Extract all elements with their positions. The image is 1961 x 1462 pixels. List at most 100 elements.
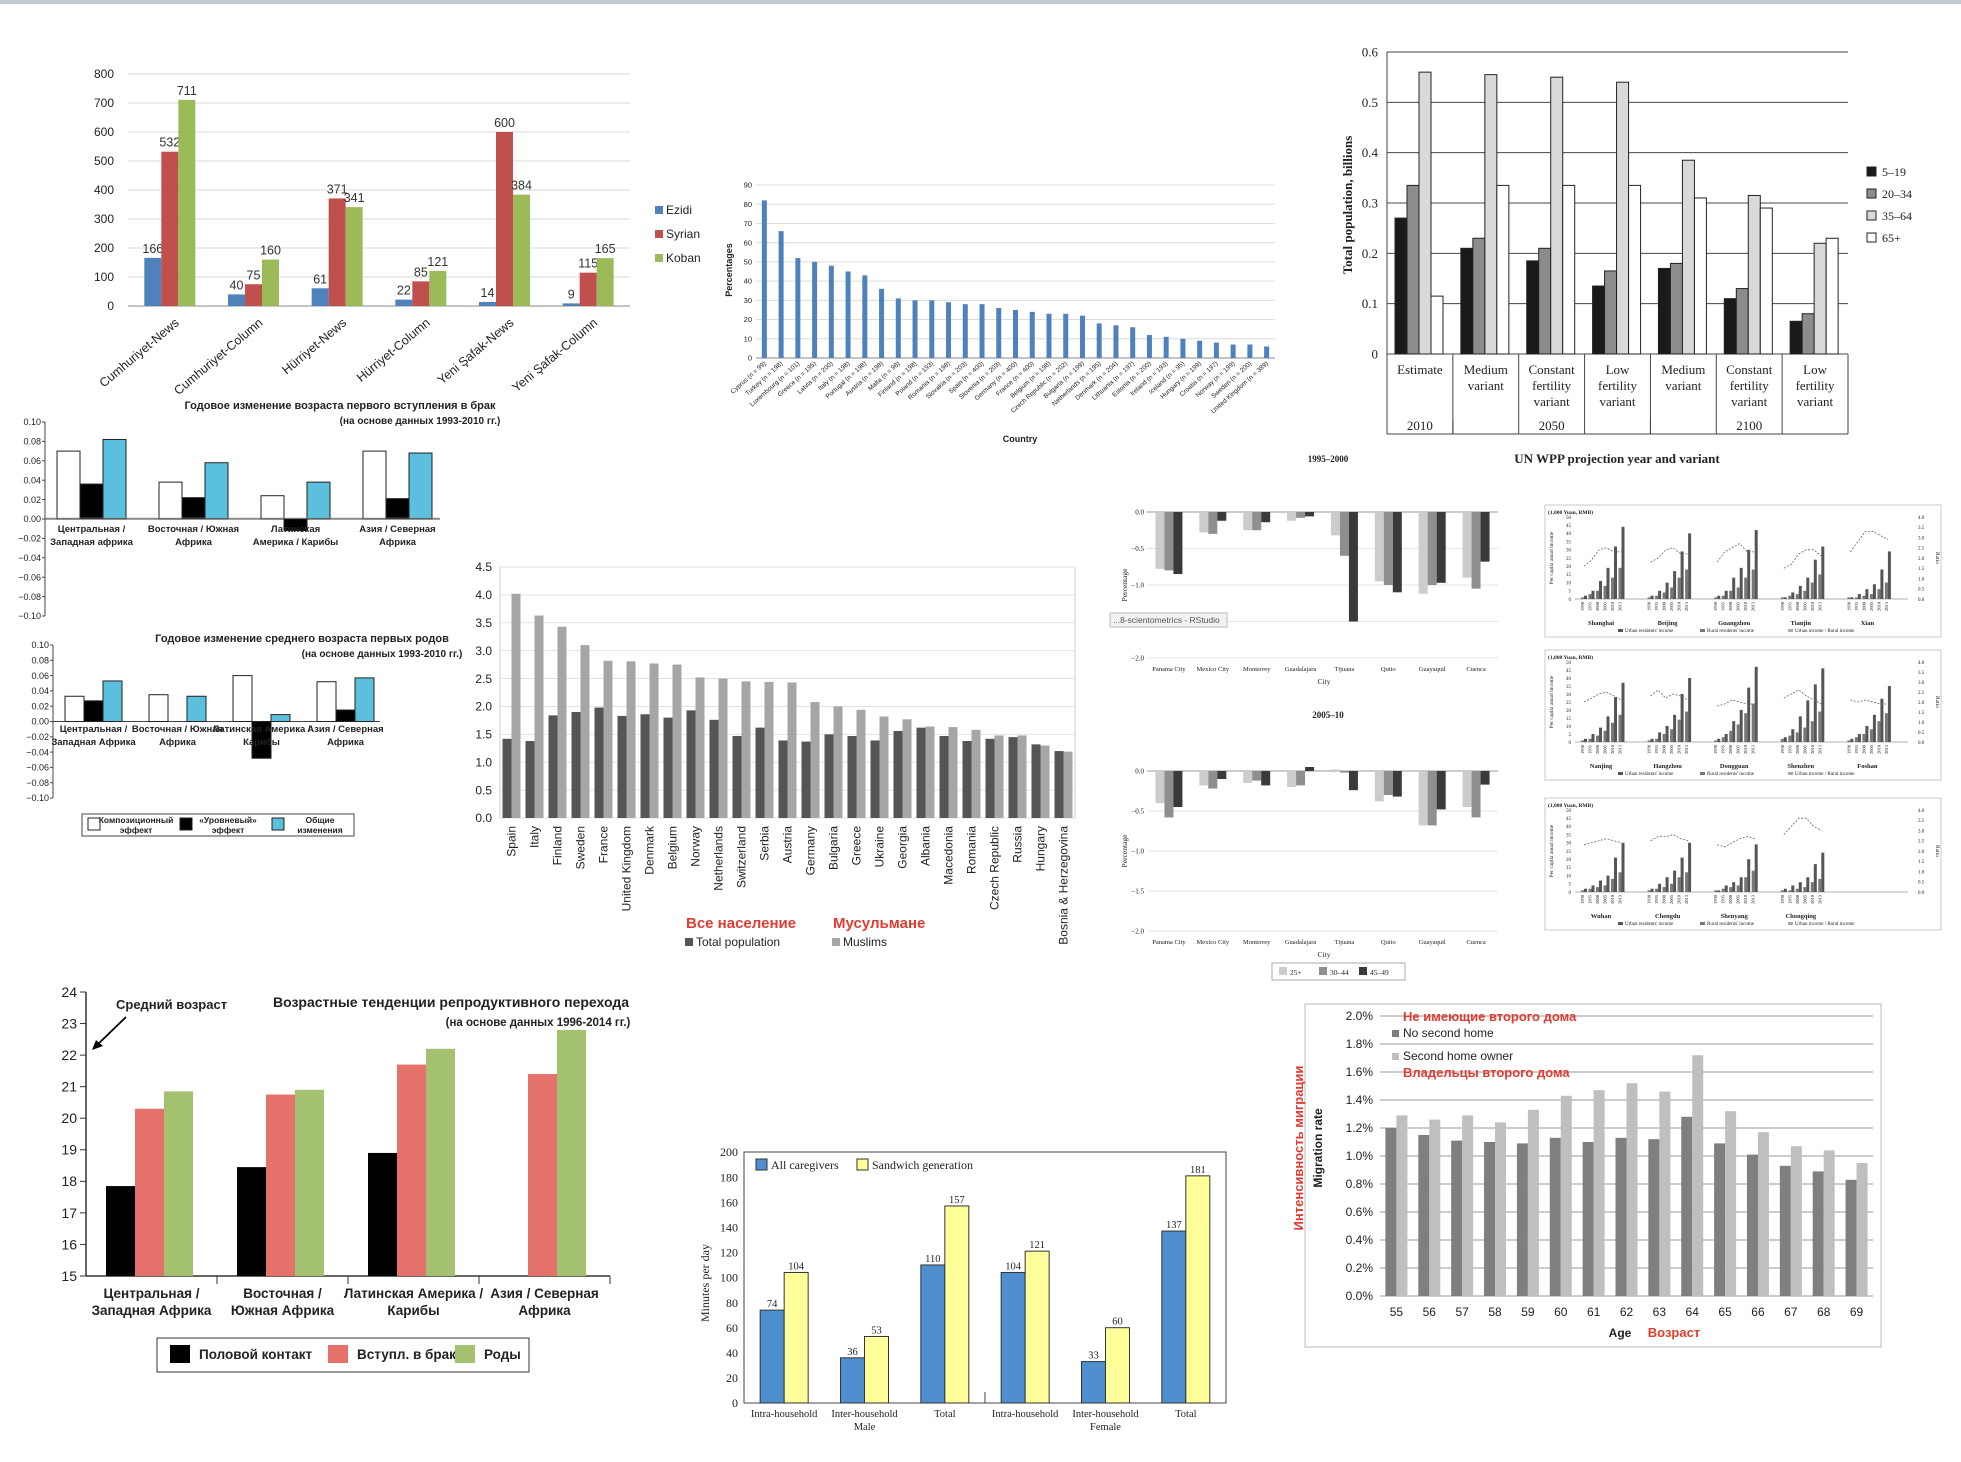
x-tick-label: variant [1731, 394, 1767, 409]
watermark-box [1109, 612, 1228, 628]
data-label: 600 [494, 116, 515, 130]
x-tick-label: Greece [850, 826, 864, 866]
y-tick-label: 100 [94, 270, 114, 284]
bar [996, 308, 1002, 358]
bar [1681, 1116, 1693, 1296]
bar [1688, 842, 1692, 892]
x-axis-title: Country [1003, 434, 1038, 444]
x-tick-label: Карибы [387, 1303, 439, 1318]
chart-subtitle: (на основе данных 1996-2014 гг.) [446, 1017, 631, 1029]
y-tick-label: 30 [744, 296, 752, 305]
legend-label: Ezidi [666, 203, 692, 217]
bar [1208, 512, 1218, 534]
y-tick-label: −1.5 [1131, 887, 1144, 895]
x-tick-label: 1990 [1713, 601, 1718, 611]
y-tick-label: 17 [61, 1205, 77, 1221]
x-tick-label: 2000 [1595, 894, 1600, 904]
bar [1685, 569, 1689, 599]
bar [1673, 571, 1677, 599]
bar [1813, 242, 1827, 355]
x-tick-label: 1990 [1846, 601, 1851, 611]
x-tick-label: Guayaquil [1419, 939, 1446, 946]
bar [1724, 734, 1728, 742]
bar [1603, 585, 1607, 599]
bar [295, 1089, 324, 1276]
legend-label: эффект [212, 825, 245, 835]
x-tick-label: 2013 [1618, 894, 1623, 904]
bar [1296, 512, 1306, 518]
y-tick-label: 100 [720, 1271, 738, 1285]
bar [511, 593, 521, 818]
bar [283, 518, 308, 532]
ratio-line [1850, 530, 1889, 553]
y-tick-label: 5 [1569, 883, 1572, 888]
bar [1747, 194, 1761, 355]
ratio-line [1783, 549, 1822, 569]
legend-swatch [1866, 188, 1877, 199]
y-tick-label: 40 [744, 277, 752, 286]
bar [1516, 1143, 1528, 1296]
unit-label: (1,000 Yuan, RMB) [1548, 509, 1593, 516]
chart-8-china-income: (1,000 Yuan, RMB)504540353025201510504.0… [1544, 504, 1942, 931]
bar [1803, 590, 1807, 599]
y-tick-label: 35 [1566, 685, 1572, 690]
bar [649, 663, 659, 818]
y-tick-label: 200 [94, 241, 114, 255]
legend-label: эффект [120, 825, 153, 835]
data-label: 121 [1029, 1240, 1045, 1251]
y-axis-title: Minutes per day [698, 1244, 712, 1322]
bar [709, 719, 719, 818]
legend-swatch [1279, 967, 1287, 975]
data-label: 341 [344, 191, 365, 205]
bar [1788, 735, 1792, 742]
x-tick-label: 1990 [1846, 744, 1851, 754]
x-tick-label: 2000 [1728, 601, 1733, 611]
bar [1217, 771, 1227, 779]
bar [571, 712, 581, 818]
bar [1810, 582, 1814, 599]
x-tick-label: 1990 [1780, 744, 1785, 754]
y-axis-title: Migration rate [1311, 1108, 1325, 1188]
bar [1040, 745, 1050, 818]
x-tick-label: 1995 [1654, 744, 1659, 754]
bar [925, 726, 935, 818]
x-tick-label: Bosnia & Herzegovina [1057, 826, 1071, 945]
ratio-line [1583, 691, 1622, 703]
bar [1751, 870, 1755, 892]
bar [1714, 740, 1718, 742]
bar [1562, 184, 1576, 355]
y-tick-label: 0.3 [1362, 196, 1378, 211]
bar [1647, 740, 1651, 742]
x-group-label: Male [854, 1422, 876, 1433]
bar [270, 714, 291, 722]
x-tick-label: 2010 [1610, 894, 1615, 904]
y-tick-label: 120 [720, 1246, 738, 1260]
data-label: 137 [1166, 1220, 1182, 1231]
legend-label: Rural residents' income [1707, 629, 1755, 634]
y-tick-label: 3.0 [475, 644, 492, 658]
bar [1582, 1142, 1594, 1296]
chart-7-city-percentages: 0.0 −0.5 −1.0 −1.5 −2.0 Panama City Mexico Cit… [1109, 454, 1498, 981]
y-tick-label: −0.08 [18, 592, 41, 602]
x-tick-label: Low [1606, 362, 1630, 377]
bar [916, 727, 926, 818]
y-tick-label: −2.0 [1131, 927, 1144, 935]
chart-5-birth-age-change: 0.10 0.08 0.06 0.04 0.02 0.00 −0.02 −0.04 −0.06 −… [26, 633, 462, 837]
legend-label: 65+ [1882, 231, 1901, 245]
unit-label: (1,000 Yuan, RMB) [1548, 654, 1593, 661]
bar [1418, 71, 1432, 355]
city-label: Foshan [1857, 763, 1878, 770]
y-tick-label: 25 [1566, 557, 1572, 562]
right-tick-label: 2.0 [1918, 557, 1925, 562]
plot-area [743, 1151, 1227, 1404]
data-label: 165 [595, 242, 616, 256]
bar [920, 1264, 946, 1404]
bar [1806, 877, 1810, 892]
bar [1581, 740, 1584, 742]
city-label: Xian [1861, 620, 1875, 627]
y-tick-label: 30 [1566, 842, 1572, 847]
bar [1243, 771, 1253, 783]
bar [1854, 597, 1858, 599]
y-tick-label: 1.4% [1346, 1093, 1374, 1107]
x-tick-label: Восточная / Южная [148, 524, 239, 535]
